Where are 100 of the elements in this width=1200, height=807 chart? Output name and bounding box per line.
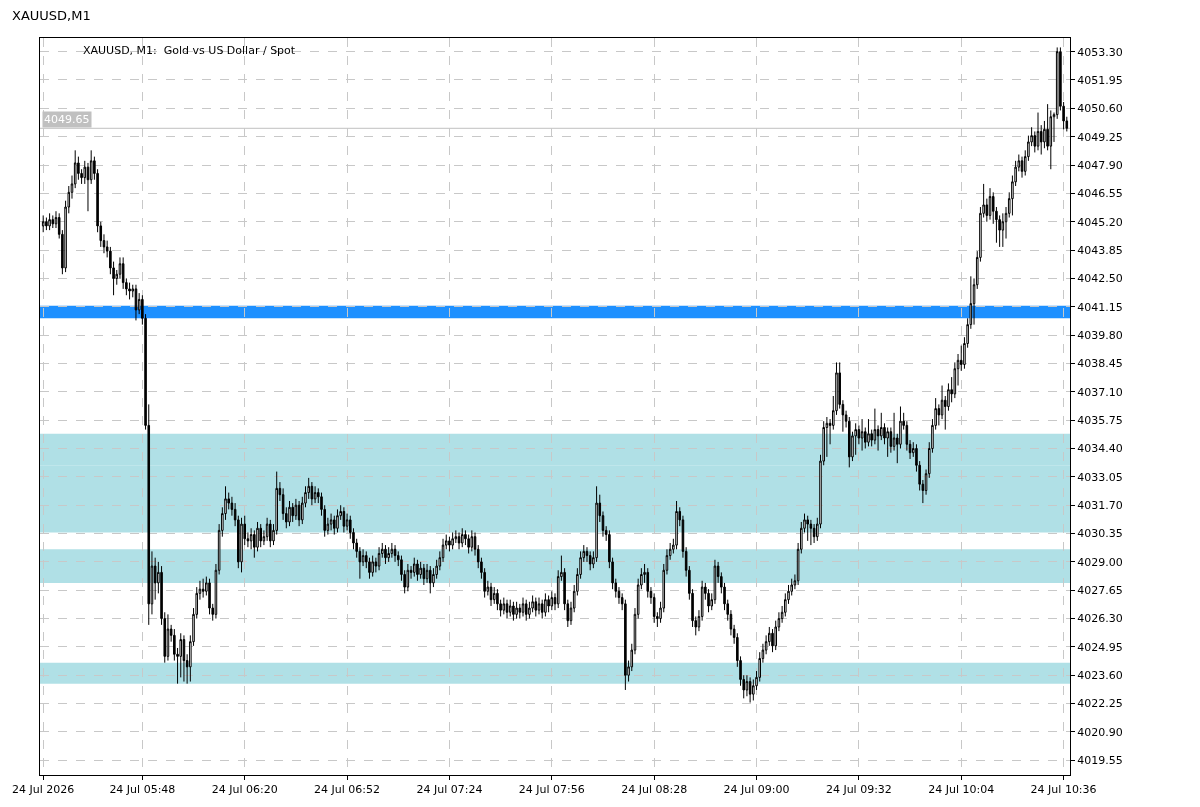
candlestick xyxy=(521,597,525,617)
candlestick xyxy=(387,546,390,563)
candlestick xyxy=(860,418,864,452)
candlestick xyxy=(505,599,509,620)
candlestick xyxy=(128,282,131,300)
candlestick xyxy=(588,550,592,571)
candlestick xyxy=(297,500,301,527)
y-tick-label: 4022.25 xyxy=(1077,697,1123,711)
candlestick xyxy=(406,563,410,592)
y-tick-label: 4043.85 xyxy=(1077,243,1123,257)
y-tick-label: 4047.90 xyxy=(1077,158,1123,172)
candlestick xyxy=(748,676,752,704)
candlestick xyxy=(342,506,346,533)
y-tick-label: 4050.60 xyxy=(1077,102,1123,116)
y-tick-label: 4045.20 xyxy=(1077,215,1123,229)
chart-title: XAUUSD,M1 xyxy=(12,8,91,23)
candlestick xyxy=(467,534,470,554)
candlestick xyxy=(988,187,992,221)
candlestick xyxy=(259,523,262,548)
candlestick xyxy=(886,427,889,458)
candlestick xyxy=(269,519,272,548)
candlestick xyxy=(384,544,387,565)
x-tick-label: 24 Jul 09:32 xyxy=(825,783,892,797)
y-tick-label: 4026.30 xyxy=(1077,612,1123,626)
y-tick-label: 4035.75 xyxy=(1077,414,1123,427)
y-tick-label: 4041.15 xyxy=(1077,300,1123,314)
y-tick-label: 4023.60 xyxy=(1077,669,1123,683)
candlestick xyxy=(1036,112,1040,151)
candlestick xyxy=(460,527,464,548)
candlestick xyxy=(524,599,528,622)
candlestick xyxy=(412,557,416,578)
candlestick xyxy=(201,578,205,599)
y-tick-label: 4046.55 xyxy=(1077,187,1123,201)
x-tick-label: 24 Jul 2026 xyxy=(12,783,75,797)
y-tick-label: 4049.25 xyxy=(1077,130,1123,144)
text: XAUUSD, M1: Gold vs US Dollar / Spot xyxy=(83,44,296,57)
y-tick-label: 4034.40 xyxy=(1077,442,1123,456)
y-tick-label: 4053.30 xyxy=(1077,45,1123,59)
candlestick xyxy=(470,529,474,552)
x-tick-label: 24 Jul 07:24 xyxy=(416,783,483,797)
candlestick xyxy=(390,542,394,559)
candlestick xyxy=(182,634,186,683)
candlestick xyxy=(166,613,170,662)
candlestick xyxy=(544,592,547,617)
candlestick xyxy=(371,555,374,578)
candlestick xyxy=(428,565,432,594)
candlestick xyxy=(534,597,538,617)
candlestick xyxy=(502,597,506,615)
y-tick-label: 4037.10 xyxy=(1077,385,1123,399)
y-tick-label: 4019.55 xyxy=(1077,754,1123,768)
x-tick-label: 24 Jul 06:52 xyxy=(314,783,381,797)
candlestick xyxy=(512,601,515,622)
y-tick-label: 4029.00 xyxy=(1077,555,1123,569)
candlestick xyxy=(393,544,397,563)
x-tick-label: 24 Jul 08:28 xyxy=(621,783,688,797)
candlestick xyxy=(329,513,333,531)
x-tick-label: 24 Jul 05:48 xyxy=(109,783,176,797)
candlestick xyxy=(489,582,493,607)
y-tick-label: 4051.95 xyxy=(1077,73,1123,87)
candlestick xyxy=(508,599,512,617)
candlestick xyxy=(550,590,554,611)
x-tick-label: 24 Jul 07:56 xyxy=(518,783,585,797)
candlestick xyxy=(451,531,454,550)
candlestick xyxy=(809,519,813,546)
candlestick xyxy=(41,214,45,233)
y-tick-label: 4027.65 xyxy=(1077,584,1123,598)
y-tick-label: 4031.70 xyxy=(1077,499,1123,513)
ref-line-label: 4049.65 xyxy=(44,113,90,126)
y-tick-label: 4038.45 xyxy=(1077,357,1123,371)
candlestick xyxy=(547,594,550,613)
y-tick-label: 4042.50 xyxy=(1077,272,1123,286)
y-tick-label: 4024.95 xyxy=(1077,640,1123,654)
x-tick-label: 24 Jul 09:00 xyxy=(723,783,790,797)
candlestick xyxy=(422,563,426,586)
x-tick-label: 24 Jul 10:36 xyxy=(1030,783,1097,797)
candlestick xyxy=(675,500,678,550)
candlestick xyxy=(48,212,51,231)
candlestick xyxy=(45,217,48,231)
candlestick xyxy=(240,517,243,573)
y-tick-label: 4030.35 xyxy=(1077,527,1123,541)
candlestick xyxy=(288,500,291,527)
candlestick xyxy=(448,536,451,552)
candlestick xyxy=(515,601,518,620)
candlestick xyxy=(134,284,138,321)
candlestick xyxy=(336,508,339,533)
y-tick-label: 4020.90 xyxy=(1077,725,1123,739)
candlestick xyxy=(313,485,317,504)
candlestick xyxy=(310,481,314,506)
y-tick-label: 4039.80 xyxy=(1077,328,1123,342)
candlestick xyxy=(291,502,294,523)
candlestick xyxy=(867,418,870,447)
x-tick-label: 24 Jul 06:20 xyxy=(211,783,278,797)
candlestick xyxy=(537,597,541,615)
x-tick-label: 24 Jul 10:04 xyxy=(928,783,995,797)
candlestick xyxy=(51,214,55,229)
candlestick xyxy=(457,531,461,550)
candlestick xyxy=(806,515,809,542)
candlestick xyxy=(377,546,381,571)
y-tick-label: 4033.05 xyxy=(1077,470,1123,484)
candlestick xyxy=(416,559,419,582)
